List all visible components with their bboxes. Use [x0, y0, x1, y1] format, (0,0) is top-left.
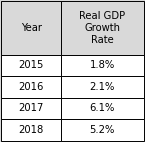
Text: 2018: 2018 — [19, 125, 44, 135]
Text: 1.8%: 1.8% — [90, 60, 115, 70]
Text: 2016: 2016 — [19, 82, 44, 92]
Text: 6.1%: 6.1% — [90, 103, 115, 113]
Text: 2017: 2017 — [19, 103, 44, 113]
Text: 2.1%: 2.1% — [90, 82, 115, 92]
Bar — [61, 76, 144, 98]
Text: 2015: 2015 — [19, 60, 44, 70]
Bar — [1, 98, 61, 119]
Bar — [1, 119, 61, 141]
Bar — [1, 55, 61, 76]
Text: 5.2%: 5.2% — [90, 125, 115, 135]
Bar — [1, 76, 61, 98]
Bar — [61, 119, 144, 141]
Text: Real GDP
Growth
Rate: Real GDP Growth Rate — [79, 11, 125, 45]
Bar — [61, 1, 144, 55]
Bar — [61, 98, 144, 119]
Text: Year: Year — [21, 23, 42, 33]
Bar — [1, 1, 61, 55]
Bar — [61, 55, 144, 76]
